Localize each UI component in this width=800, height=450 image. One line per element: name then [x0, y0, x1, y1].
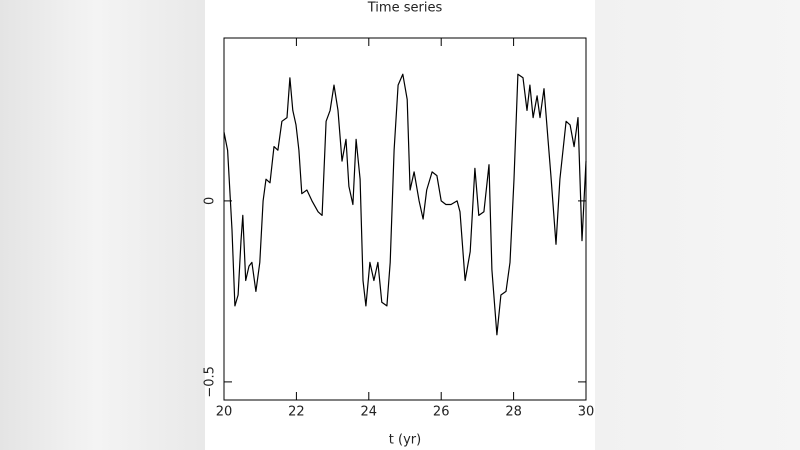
y-tick-label: −0.5 — [203, 366, 218, 398]
x-tick-label: 26 — [433, 405, 450, 420]
y-tick-label: 0 — [203, 197, 218, 205]
x-tick-label: 22 — [288, 405, 305, 420]
x-tick-label: 28 — [505, 405, 522, 420]
x-axis-label: t (yr) — [389, 433, 421, 448]
x-tick-label: 30 — [578, 405, 595, 420]
x-tick-label: 24 — [361, 405, 378, 420]
chart-title: Time series — [367, 1, 443, 16]
panel — [205, 0, 595, 450]
plot-frame — [223, 37, 587, 401]
series-line — [223, 73, 587, 336]
x-tick-label: 20 — [216, 405, 233, 420]
